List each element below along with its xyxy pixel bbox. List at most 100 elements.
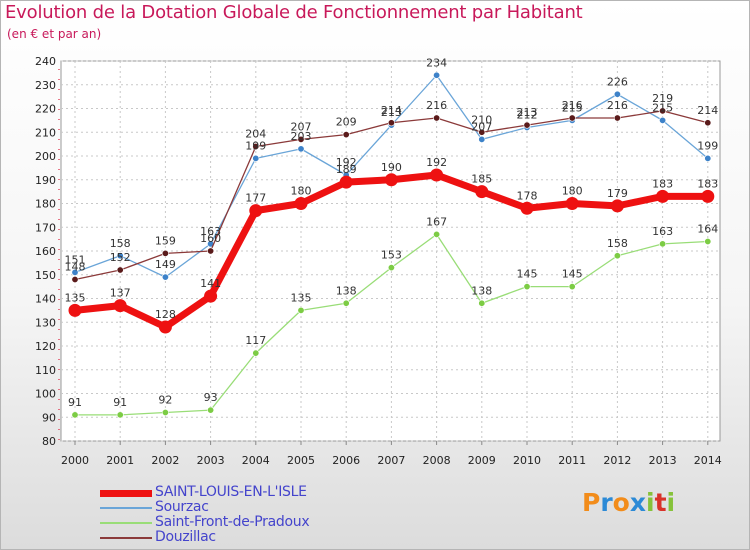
chart-subtitle: (en € et par an) [7, 27, 102, 41]
y-tick-label: 190 [35, 174, 56, 187]
data-label: 210 [471, 113, 492, 126]
legend-label: Sourzac [155, 499, 209, 515]
data-point [430, 168, 444, 182]
data-label: 135 [291, 291, 312, 304]
x-tick-label: 2005 [287, 454, 315, 467]
y-tick-label: 240 [35, 55, 56, 68]
data-label: 190 [381, 161, 402, 174]
x-tick-label: 2000 [61, 454, 89, 467]
data-point [297, 135, 305, 143]
data-point [478, 299, 486, 307]
data-point [384, 173, 398, 187]
data-label: 180 [562, 185, 583, 198]
data-point [249, 204, 263, 218]
data-label: 92 [158, 394, 172, 407]
y-tick-label: 210 [35, 126, 56, 139]
data-label: 180 [291, 185, 312, 198]
data-point [704, 154, 712, 162]
data-label: 138 [336, 284, 357, 297]
data-label: 164 [697, 223, 718, 236]
data-label: 213 [517, 106, 538, 119]
data-label: 117 [245, 334, 266, 347]
data-point [520, 201, 534, 215]
data-label: 214 [697, 104, 718, 117]
logo-letter: P [582, 488, 601, 517]
data-point [565, 197, 579, 210]
logo-letter: t [654, 488, 667, 517]
data-label: 192 [336, 156, 357, 169]
legend-swatch [100, 489, 152, 497]
data-label: 151 [65, 253, 86, 266]
data-point [252, 349, 260, 357]
data-point [161, 273, 169, 281]
x-tick-label: 2006 [332, 454, 360, 467]
data-label: 183 [697, 177, 718, 190]
data-label: 226 [607, 75, 628, 88]
data-label: 138 [471, 284, 492, 297]
y-tick-label: 160 [35, 245, 56, 258]
y-tick-label: 150 [35, 269, 56, 282]
data-label: 158 [110, 237, 131, 250]
data-label: 216 [607, 99, 628, 112]
data-point [659, 240, 667, 248]
data-point [297, 145, 305, 153]
data-label: 128 [155, 308, 176, 321]
data-label: 214 [381, 104, 402, 117]
data-point [207, 247, 215, 255]
data-point [433, 71, 441, 79]
data-point [701, 189, 715, 203]
data-point [613, 114, 621, 122]
data-point [387, 264, 395, 272]
data-point [113, 299, 127, 313]
data-label: 145 [562, 268, 583, 281]
x-tick-label: 2008 [423, 454, 451, 467]
data-point [158, 320, 172, 334]
legend-swatch [100, 522, 152, 524]
data-label: 207 [291, 120, 312, 133]
proxiti-logo: Proxiti [582, 488, 675, 517]
data-point [71, 411, 79, 419]
data-label: 209 [336, 116, 357, 129]
data-label: 199 [697, 139, 718, 152]
data-label: 192 [426, 156, 447, 169]
legend-label: Douzillac [155, 529, 216, 545]
data-label: 152 [110, 251, 131, 264]
data-label: 91 [68, 396, 82, 409]
data-point [704, 119, 712, 127]
data-label: 215 [652, 101, 673, 114]
data-point [613, 90, 621, 98]
logo-letter: x [629, 488, 646, 517]
data-label: 185 [471, 173, 492, 186]
x-tick-label: 2011 [558, 454, 586, 467]
data-point [523, 283, 531, 291]
data-label: 219 [652, 92, 673, 105]
x-tick-label: 2002 [151, 454, 179, 467]
data-label: 216 [562, 99, 583, 112]
y-tick-label: 90 [42, 411, 56, 424]
chart-title: Evolution de la Dotation Globale de Fonc… [5, 2, 583, 23]
data-point [71, 268, 79, 276]
data-point [478, 128, 486, 136]
y-tick-label: 180 [35, 198, 56, 211]
data-label: 234 [426, 56, 447, 69]
data-point [475, 185, 489, 199]
data-label: 213 [381, 106, 402, 119]
data-point [568, 114, 576, 122]
data-point [433, 230, 441, 238]
y-tick-label: 110 [35, 364, 56, 377]
y-tick-label: 170 [35, 221, 56, 234]
y-tick-label: 120 [35, 340, 56, 353]
x-tick-label: 2004 [242, 454, 270, 467]
data-label: 135 [65, 291, 86, 304]
data-label: 216 [426, 99, 447, 112]
y-tick-label: 80 [42, 435, 56, 448]
y-tick-label: 230 [35, 79, 56, 92]
data-point [342, 299, 350, 307]
x-tick-label: 2003 [197, 454, 225, 467]
data-point [252, 143, 260, 151]
data-point [116, 411, 124, 419]
data-point [523, 121, 531, 129]
logo-letter: o [612, 488, 630, 517]
data-point [297, 306, 305, 314]
